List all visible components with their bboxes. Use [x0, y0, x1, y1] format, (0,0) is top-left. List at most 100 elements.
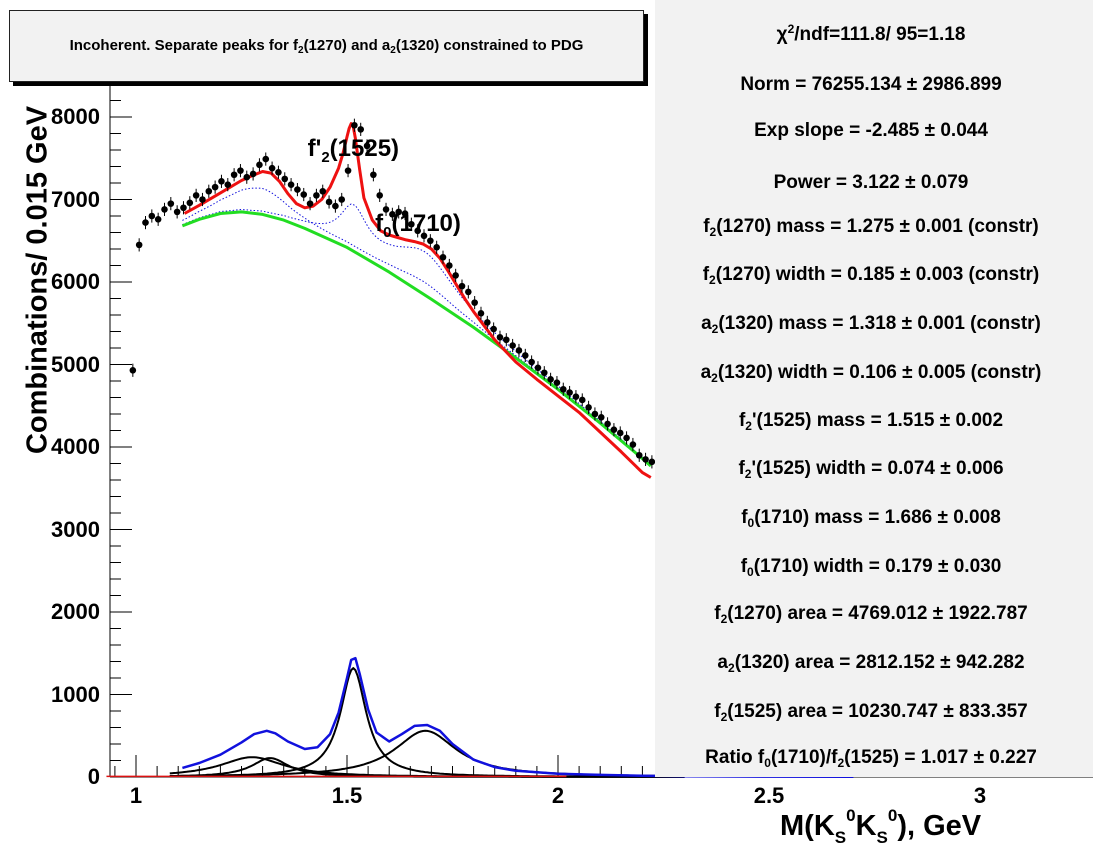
data-point [211, 183, 219, 191]
y-tick-label: 2000 [51, 599, 100, 624]
data-point [534, 364, 542, 372]
data-point [629, 441, 637, 448]
envelope-curve-dotted [182, 187, 652, 466]
chart-title: Incoherent. Separate peaks for f2(1270) … [69, 36, 584, 56]
data-point [433, 244, 440, 251]
data-point [351, 121, 358, 129]
data-point [230, 171, 238, 179]
data-point [389, 211, 396, 218]
data-point [471, 299, 478, 306]
data-point [306, 200, 314, 207]
fit-parameter-line: a2(1320) area = 2812.152 ± 942.282 [717, 652, 1025, 675]
data-point [477, 310, 485, 317]
fit-parameter-line: f2(1525) area = 10230.747 ± 833.357 [714, 701, 1028, 724]
data-point [395, 208, 402, 216]
data-point [635, 451, 643, 459]
data-point [249, 170, 257, 178]
fit-parameter-line: a2(1320) width = 0.106 ± 0.005 (constr) [700, 362, 1042, 385]
data-point [414, 227, 421, 235]
data-point [218, 178, 225, 185]
data-point [300, 191, 308, 198]
fit-parameter-line: χ2/ndf=111.8/ 95=1.18 [776, 22, 966, 45]
data-point [547, 376, 554, 383]
data-point [186, 199, 194, 207]
y-tick-label: 4000 [51, 434, 100, 459]
data-point [161, 206, 168, 213]
fit-parameter-line: a2(1320) mass = 1.318 ± 0.001 (constr) [701, 313, 1041, 336]
data-point [591, 410, 599, 418]
data-point [509, 342, 516, 349]
peak-annotation: f'2(1525) [307, 134, 400, 166]
data-point [427, 237, 434, 245]
data-point [262, 155, 270, 163]
data-point [180, 204, 187, 212]
data-point [484, 319, 491, 326]
component-curve [169, 667, 685, 778]
data-point [572, 393, 580, 400]
data-point [382, 206, 390, 213]
data-point [420, 232, 428, 240]
data-point [616, 429, 624, 437]
y-tick-label: 0 [87, 764, 100, 789]
fit-parameters-panel: χ2/ndf=111.8/ 95=1.18 Norm = 76255.134 ± … [655, 0, 1093, 777]
data-point [319, 187, 327, 195]
x-tick-label: 1 [129, 783, 143, 808]
signal-sum-curve [182, 656, 854, 779]
data-point [287, 181, 295, 188]
data-point [205, 187, 213, 195]
data-point [243, 173, 251, 181]
data-point [648, 458, 656, 466]
fit-parameter-line: Power = 3.122 ± 0.079 [773, 172, 969, 193]
fit-parameter-line: f2'(1525) width = 0.074 ± 0.006 [738, 458, 1004, 481]
data-point [490, 325, 497, 333]
y-tick-label: 5000 [51, 351, 100, 377]
x-tick-label: 2 [551, 783, 565, 808]
data-point [224, 181, 232, 188]
data-point [256, 161, 263, 169]
data-point [357, 126, 365, 133]
y-tick-label: 8000 [51, 104, 100, 129]
data-point [167, 200, 175, 207]
data-point [452, 272, 459, 279]
fit-parameter-line: Exp slope = -2.485 ± 0.044 [754, 120, 988, 141]
fit-parameter-line: f2(1270) area = 4769.012 ± 1922.787 [714, 603, 1028, 626]
data-point [597, 414, 605, 421]
data-point [199, 196, 206, 203]
data-point [173, 208, 181, 216]
data-point [458, 282, 466, 290]
data-point [344, 167, 352, 174]
data-point [313, 192, 320, 199]
fit-title-box: Incoherent. Separate peaks for f2(1270) … [9, 10, 644, 82]
fit-parameter-line: f0(1710) mass = 1.686 ± 0.008 [741, 507, 1001, 530]
envelope-curve-dotted [182, 203, 652, 466]
data-point [559, 385, 567, 393]
data-point [610, 426, 618, 433]
x-tick-label: 1.5 [331, 783, 363, 808]
data-point [515, 347, 523, 354]
data-point [281, 175, 289, 183]
data-point [148, 212, 156, 220]
data-point [275, 168, 282, 176]
data-point [332, 202, 339, 210]
data-point [465, 288, 472, 296]
y-tick-label: 1000 [51, 681, 100, 707]
data-point [142, 219, 149, 226]
total-fit-curve [183, 122, 652, 479]
data-point [604, 420, 611, 428]
data-point [376, 192, 384, 199]
data-point [408, 220, 415, 228]
fit-parameter-line: f2(1270) width = 0.185 ± 0.003 (constr) [702, 264, 1040, 287]
data-point [401, 210, 409, 217]
y-tick-label: 7000 [51, 186, 100, 212]
fit-parameter-line: f0(1710) width = 0.179 ± 0.030 [740, 556, 1002, 579]
fit-parameter-line: f2(1270) mass = 1.275 ± 0.001 (constr) [703, 216, 1039, 239]
peak-annotation: f0(1710) [375, 209, 461, 241]
data-point [135, 241, 143, 249]
data-point [129, 366, 137, 374]
fit-parameter-line: Norm = 76255.134 ± 2986.899 [740, 74, 1002, 95]
data-point [154, 216, 162, 223]
y-tick-label: 3000 [51, 516, 100, 542]
fit-parameter-line: f2'(1525) mass = 1.515 ± 0.002 [738, 410, 1004, 433]
data-point [446, 262, 453, 269]
data-point [540, 369, 548, 377]
